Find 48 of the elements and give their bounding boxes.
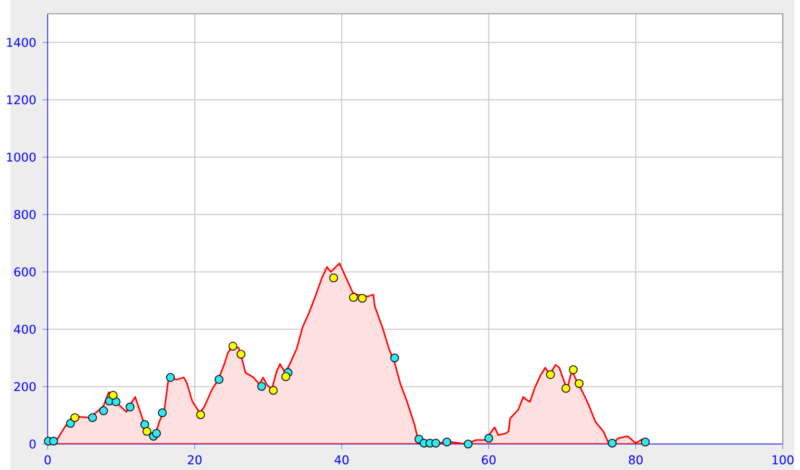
point	[546, 370, 555, 379]
point	[257, 382, 266, 391]
point	[442, 437, 452, 446]
point	[640, 437, 650, 446]
point	[49, 436, 58, 446]
point	[484, 434, 494, 442]
point	[88, 412, 97, 422]
point	[562, 384, 570, 393]
point	[574, 378, 584, 388]
point	[281, 372, 290, 381]
point	[99, 406, 108, 415]
point	[349, 292, 358, 302]
y-tick-label: 0	[30, 439, 36, 448]
point	[608, 438, 617, 448]
point	[158, 408, 167, 417]
point	[66, 418, 75, 428]
point	[568, 365, 578, 374]
point	[390, 353, 400, 362]
point	[268, 386, 278, 395]
x-tick-label: 60	[482, 455, 496, 464]
x-tick-label: 100	[772, 455, 794, 464]
point	[329, 273, 338, 282]
point	[214, 374, 224, 384]
point	[236, 350, 246, 358]
y-tick-label: 400	[14, 324, 36, 334]
point	[112, 397, 120, 406]
point	[70, 412, 80, 422]
point	[140, 420, 150, 429]
point	[464, 439, 473, 448]
y-tick-label: 600	[14, 267, 36, 276]
point	[108, 390, 118, 400]
y-tick-label: 200	[14, 382, 36, 391]
point	[431, 438, 440, 448]
x-tick-label: 20	[188, 455, 202, 464]
x-tick-label: 40	[334, 455, 349, 464]
point	[166, 372, 175, 382]
point	[228, 342, 238, 350]
x-tick-label: 0	[44, 455, 51, 464]
point	[152, 428, 161, 438]
y-tick-label: 1000	[7, 152, 36, 162]
point	[358, 294, 367, 302]
y-tick-label: 1200	[7, 95, 36, 104]
point	[142, 426, 152, 436]
point	[196, 410, 205, 419]
y-tick-label: 800	[14, 210, 36, 219]
x-tick-label: 80	[628, 455, 643, 464]
point	[126, 402, 134, 412]
y-tick-label: 1400	[7, 38, 36, 47]
